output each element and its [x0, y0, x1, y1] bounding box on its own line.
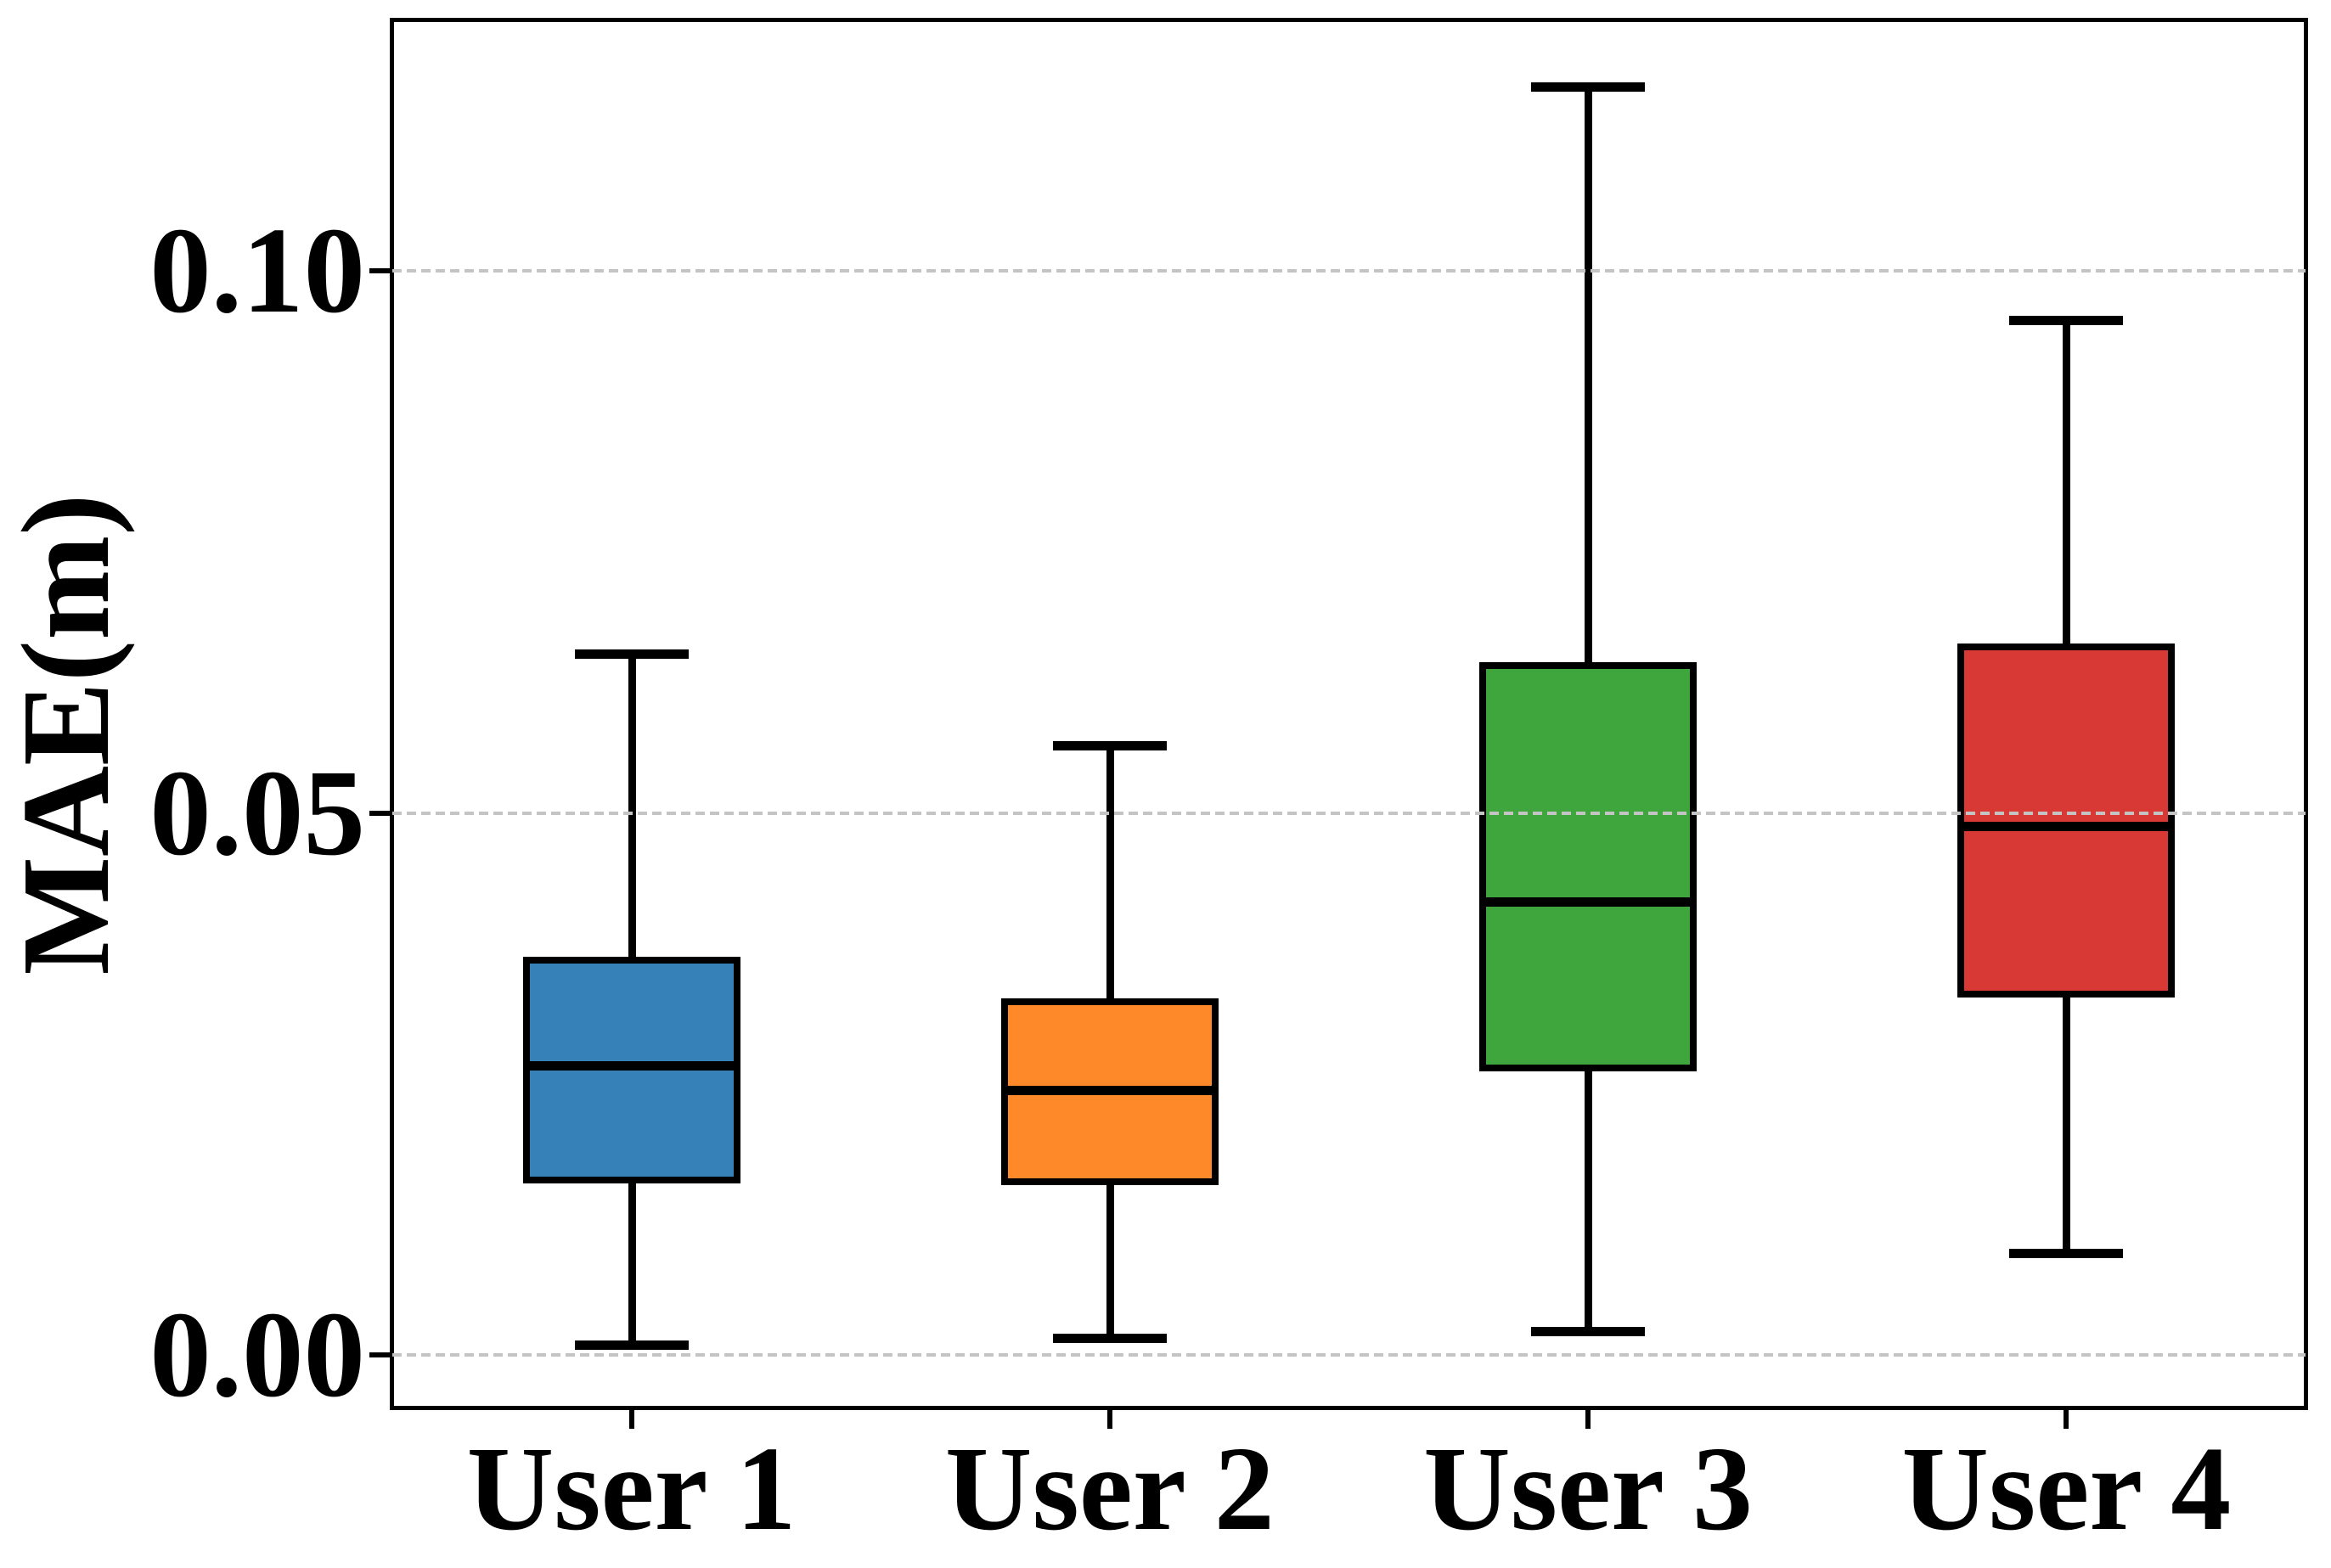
lower-whisker-cap	[574, 1340, 689, 1351]
y-tick-label: 0.00	[149, 1286, 365, 1423]
y-tick-mark	[369, 268, 390, 274]
y-gridline	[392, 1352, 2306, 1357]
upper-whisker-cap	[1531, 82, 1646, 93]
upper-whisker-line	[1106, 745, 1114, 1002]
x-tick-label: User 1	[466, 1421, 797, 1555]
upper-whisker-cap	[2009, 315, 2124, 325]
upper-whisker-line	[628, 653, 636, 961]
x-tick-label: User 3	[1423, 1421, 1754, 1555]
lower-whisker-line	[2063, 993, 2071, 1253]
lower-whisker-cap	[1052, 1333, 1167, 1343]
x-tick-mark	[1585, 1410, 1591, 1429]
lower-whisker-line	[628, 1180, 636, 1346]
y-tick-mark	[369, 1352, 390, 1357]
y-tick-label: 0.05	[149, 745, 365, 881]
upper-whisker-line	[1585, 87, 1593, 666]
upper-whisker-cap	[574, 649, 689, 659]
lower-whisker-cap	[2009, 1248, 2124, 1258]
x-tick-label: User 4	[1901, 1421, 2232, 1555]
x-tick-mark	[2064, 1410, 2069, 1429]
x-tick-label: User 2	[944, 1421, 1275, 1555]
lower-whisker-line	[1106, 1181, 1114, 1338]
box-user-4	[1957, 643, 2176, 998]
y-gridline	[392, 811, 2306, 815]
lower-whisker-cap	[1531, 1326, 1646, 1336]
median-line	[1484, 897, 1692, 908]
y-gridline	[392, 269, 2306, 273]
y-tick-mark	[369, 810, 390, 816]
upper-whisker-cap	[1052, 741, 1167, 751]
x-tick-mark	[628, 1410, 634, 1429]
box-user-3	[1479, 661, 1698, 1071]
median-line	[527, 1061, 735, 1071]
median-line	[1005, 1086, 1213, 1096]
upper-whisker-line	[2063, 319, 2071, 648]
lower-whisker-line	[1585, 1067, 1593, 1331]
median-line	[1962, 821, 2171, 831]
x-tick-mark	[1106, 1410, 1112, 1429]
y-axis-label: MAE(m)	[0, 493, 136, 975]
y-tick-label: 0.10	[149, 203, 365, 340]
